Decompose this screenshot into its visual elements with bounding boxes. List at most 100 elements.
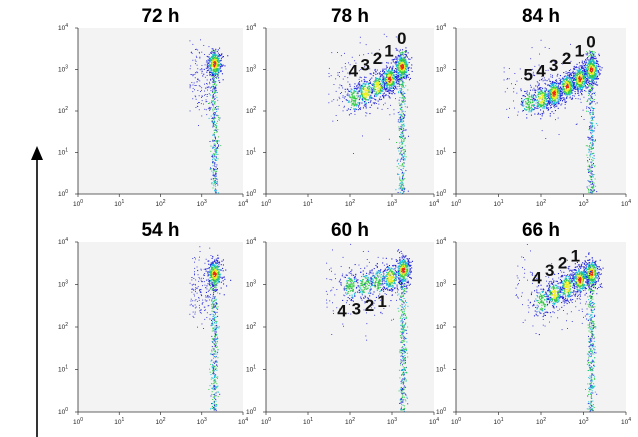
scatter-point: [573, 68, 575, 70]
scatter-point: [214, 65, 216, 67]
scatter-point: [379, 88, 381, 90]
scatter-point: [503, 71, 505, 73]
scatter-point: [591, 164, 593, 166]
scatter-point: [591, 138, 593, 140]
scatter-point: [213, 145, 215, 146]
scatter-point: [377, 94, 379, 96]
scatter-point: [206, 71, 208, 73]
scatter-point: [590, 109, 592, 111]
scatter-point: [194, 77, 196, 79]
scatter-point: [383, 85, 385, 87]
scatter-point: [576, 123, 578, 125]
scatter-point: [551, 87, 553, 89]
scatter-point: [392, 85, 394, 87]
scatter-point: [220, 145, 222, 147]
scatter-point: [405, 56, 407, 57]
scatter-point: [215, 85, 217, 87]
scatter-point: [379, 90, 381, 92]
scatter-point: [560, 97, 562, 99]
scatter-point: [405, 85, 407, 87]
scatter-point: [589, 55, 591, 57]
scatter-point: [402, 175, 404, 177]
scatter-point: [527, 102, 529, 104]
scatter-point: [216, 68, 218, 70]
scatter-point: [591, 102, 593, 104]
scatter-point: [211, 297, 213, 299]
scatter-point: [578, 81, 580, 83]
scatter-point: [206, 65, 208, 67]
scatter-point: [549, 92, 551, 94]
scatter-point: [394, 77, 396, 79]
scatter-point: [556, 85, 558, 87]
scatter-point: [589, 149, 591, 151]
scatter-point: [328, 93, 330, 95]
scatter-point: [580, 69, 582, 71]
scatter-point: [212, 64, 214, 66]
scatter-point: [377, 90, 379, 92]
scatter-point: [581, 116, 582, 117]
scatter-point: [351, 99, 353, 101]
scatter-point: [403, 65, 405, 67]
scatter-point: [592, 58, 594, 60]
scatter-point: [331, 52, 333, 54]
scatter-point: [216, 156, 217, 158]
scatter-point: [592, 124, 593, 126]
scatter-point: [213, 69, 215, 71]
scatter-point: [592, 73, 594, 75]
scatter-point: [550, 94, 552, 96]
scatter-point: [216, 57, 218, 59]
scatter-point: [384, 77, 386, 79]
scatter-point: [356, 98, 358, 100]
scatter-point: [205, 258, 207, 260]
scatter-point: [591, 170, 593, 172]
scatter-point: [402, 135, 404, 137]
scatter-point: [353, 153, 354, 154]
scatter-point: [403, 113, 404, 115]
scatter-point: [389, 81, 391, 83]
scatter-point: [591, 186, 593, 188]
scatter-point: [527, 104, 529, 106]
panel-title: 78 h: [331, 6, 369, 27]
scatter-point: [214, 150, 216, 152]
scatter-point: [404, 129, 406, 131]
scatter-point: [402, 69, 404, 71]
scatter-point: [537, 104, 539, 106]
scatter-point: [587, 110, 589, 112]
scatter-point: [402, 101, 404, 102]
scatter-point: [545, 79, 546, 81]
scatter-point: [573, 68, 575, 70]
scatter-point: [369, 96, 371, 98]
scatter-point: [399, 49, 401, 51]
scatter-point: [408, 79, 410, 81]
scatter-point: [213, 113, 214, 115]
scatter-point: [551, 104, 553, 106]
scatter-point: [195, 63, 196, 65]
scatter-point: [597, 61, 599, 63]
scatter-point: [401, 147, 403, 149]
scatter-point: [354, 101, 356, 103]
scatter-point: [393, 82, 394, 84]
scatter-point: [213, 88, 215, 90]
scatter-point: [541, 93, 543, 95]
scatter-point: [587, 83, 589, 85]
scatter-point: [399, 69, 401, 71]
scatter-point: [566, 86, 568, 88]
scatter-point: [344, 88, 346, 90]
scatter-point: [209, 74, 211, 76]
scatter-point: [553, 88, 555, 90]
scatter-point: [563, 88, 565, 90]
scatter-point: [198, 109, 200, 111]
scatter-point: [347, 81, 349, 83]
scatter-point: [207, 56, 209, 58]
scatter-point: [356, 104, 358, 106]
scatter-point: [213, 143, 215, 145]
scatter-point: [354, 96, 356, 98]
scatter-point: [556, 95, 558, 97]
scatter-point: [591, 101, 593, 103]
scatter-point: [568, 91, 570, 93]
scatter-point: [382, 81, 384, 83]
scatter-point: [384, 72, 386, 74]
scatter-point: [189, 282, 191, 284]
scatter-point: [358, 95, 360, 97]
scatter-point: [547, 97, 549, 99]
